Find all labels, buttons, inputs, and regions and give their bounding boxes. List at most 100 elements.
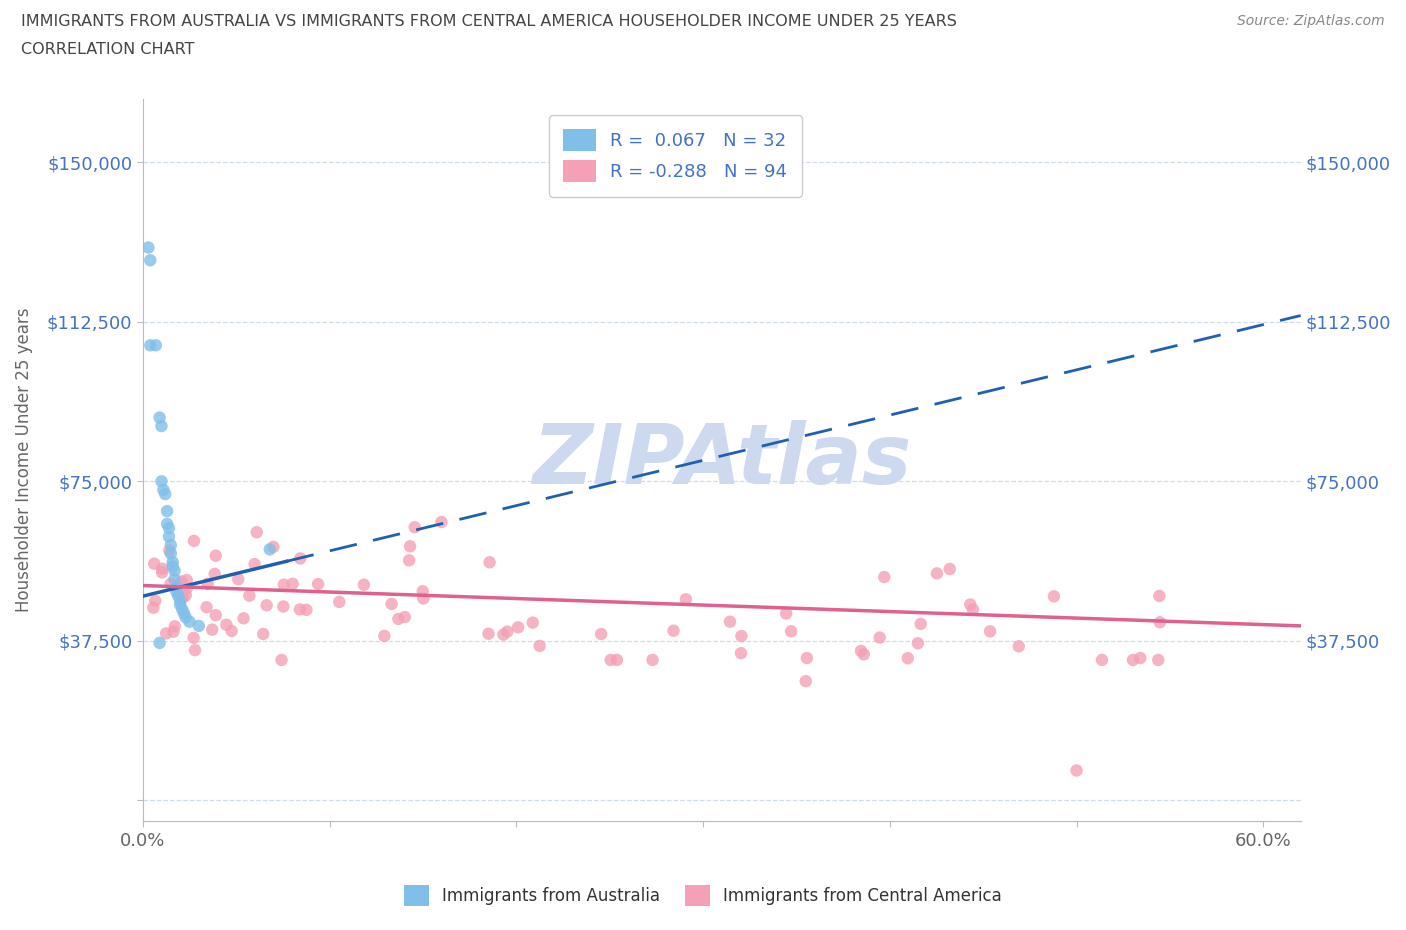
- Point: [159, 546, 181, 561]
- Point: [307, 577, 329, 591]
- Text: ZIPAtlas: ZIPAtlas: [531, 419, 911, 500]
- Point: [641, 653, 664, 668]
- Point: [273, 578, 295, 592]
- Point: [226, 572, 249, 587]
- Point: [163, 564, 186, 578]
- Point: [398, 553, 420, 568]
- Point: [599, 653, 621, 668]
- Point: [256, 598, 278, 613]
- Point: [156, 516, 179, 531]
- Point: [143, 593, 166, 608]
- Point: [143, 556, 166, 571]
- Point: [150, 474, 173, 489]
- Point: [1149, 615, 1171, 630]
- Point: [281, 577, 304, 591]
- Point: [215, 618, 238, 632]
- Point: [149, 410, 172, 425]
- Point: [150, 562, 173, 577]
- Point: [730, 645, 752, 660]
- Point: [170, 574, 193, 589]
- Point: [1043, 589, 1066, 604]
- Point: [1066, 763, 1088, 777]
- Point: [522, 615, 544, 630]
- Point: [675, 591, 697, 606]
- Point: [183, 534, 205, 549]
- Point: [529, 639, 551, 654]
- Point: [157, 543, 180, 558]
- Point: [1091, 653, 1114, 668]
- Point: [718, 614, 741, 629]
- Point: [252, 627, 274, 642]
- Point: [173, 605, 195, 620]
- Point: [273, 599, 295, 614]
- Point: [204, 607, 226, 622]
- Legend: R =  0.067   N = 32, R = -0.288   N = 94: R = 0.067 N = 32, R = -0.288 N = 94: [548, 115, 801, 197]
- Point: [412, 584, 434, 599]
- Point: [172, 591, 194, 605]
- Point: [187, 618, 209, 633]
- Point: [373, 629, 395, 644]
- Point: [295, 603, 318, 618]
- Point: [165, 584, 187, 599]
- Point: [197, 577, 219, 591]
- Point: [1149, 589, 1171, 604]
- Point: [167, 589, 190, 604]
- Point: [394, 609, 416, 624]
- Point: [873, 569, 896, 584]
- Point: [162, 559, 184, 574]
- Point: [262, 539, 284, 554]
- Point: [380, 596, 402, 611]
- Text: CORRELATION CHART: CORRELATION CHART: [21, 42, 194, 57]
- Point: [155, 486, 177, 501]
- Point: [730, 629, 752, 644]
- Point: [221, 623, 243, 638]
- Point: [478, 555, 501, 570]
- Point: [150, 418, 173, 433]
- Point: [387, 611, 409, 626]
- Point: [939, 562, 962, 577]
- Point: [201, 622, 224, 637]
- Point: [897, 651, 920, 666]
- Point: [152, 483, 174, 498]
- Point: [270, 653, 292, 668]
- Point: [159, 538, 181, 552]
- Point: [796, 651, 818, 666]
- Point: [150, 565, 173, 580]
- Point: [259, 542, 281, 557]
- Point: [183, 631, 205, 645]
- Point: [204, 566, 226, 581]
- Point: [163, 572, 186, 587]
- Point: [907, 636, 929, 651]
- Point: [232, 611, 254, 626]
- Point: [195, 600, 218, 615]
- Point: [179, 614, 201, 629]
- Point: [959, 597, 981, 612]
- Point: [145, 338, 167, 352]
- Legend: Immigrants from Australia, Immigrants from Central America: Immigrants from Australia, Immigrants fr…: [396, 879, 1010, 912]
- Point: [142, 600, 165, 615]
- Point: [204, 549, 226, 564]
- Point: [159, 577, 181, 591]
- Point: [157, 529, 180, 544]
- Point: [925, 566, 948, 581]
- Point: [852, 647, 875, 662]
- Point: [170, 602, 193, 617]
- Point: [246, 525, 269, 539]
- Point: [162, 624, 184, 639]
- Point: [1122, 653, 1144, 668]
- Point: [591, 627, 613, 642]
- Point: [506, 620, 529, 635]
- Point: [162, 554, 184, 569]
- Point: [238, 589, 260, 604]
- Point: [477, 626, 499, 641]
- Point: [157, 521, 180, 536]
- Point: [979, 624, 1001, 639]
- Point: [496, 624, 519, 639]
- Point: [243, 557, 266, 572]
- Point: [155, 626, 177, 641]
- Point: [775, 606, 797, 621]
- Point: [1129, 651, 1152, 666]
- Text: IMMIGRANTS FROM AUSTRALIA VS IMMIGRANTS FROM CENTRAL AMERICA HOUSEHOLDER INCOME : IMMIGRANTS FROM AUSTRALIA VS IMMIGRANTS …: [21, 14, 957, 29]
- Point: [430, 514, 453, 529]
- Point: [290, 551, 312, 566]
